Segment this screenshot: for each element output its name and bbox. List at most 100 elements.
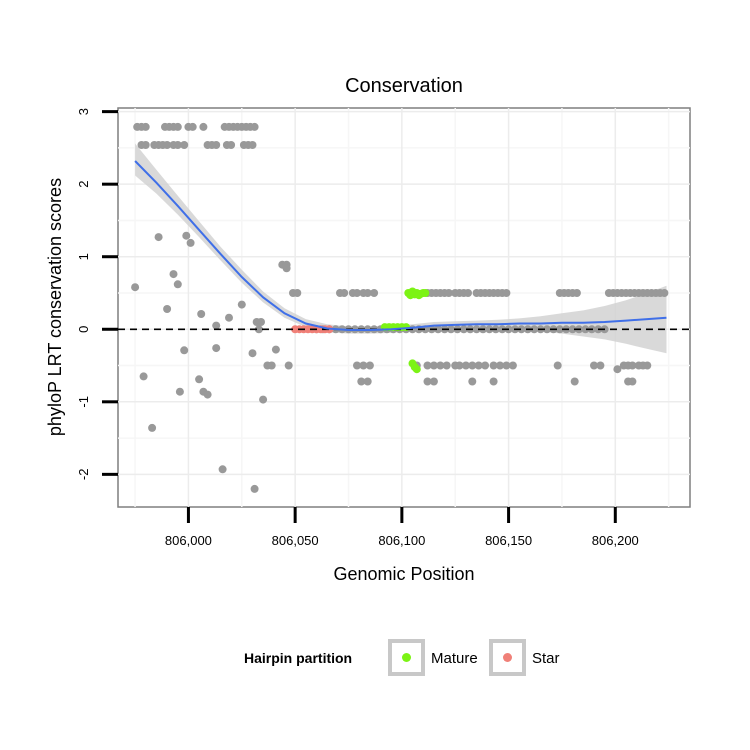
y-axis: -2 -1 0 1 2 3 [76,108,118,480]
point-other [423,377,432,386]
point-other [530,325,539,334]
point-other [195,375,204,384]
point-other [173,122,182,131]
point-other [163,141,172,149]
point-other [572,289,581,297]
point-other [553,361,562,370]
point-other [468,361,477,370]
legend-swatch-mature [402,653,411,662]
point-other [660,289,669,297]
legend-title: Hairpin partition [244,650,352,666]
point-other [543,325,551,334]
point-other [250,484,259,493]
point-other [568,325,577,334]
point-other [212,141,221,149]
point-other [502,289,511,297]
y-tick-label: 0 [76,326,91,333]
point-other [175,387,184,396]
point-other [180,141,189,149]
point-other [199,122,208,131]
point-other [429,377,438,386]
x-tick-label: 806,050 [272,533,319,548]
point-other [182,231,191,240]
point-other [186,238,195,247]
point-other [434,325,443,334]
chart-title: Conservation [345,75,463,97]
point-other [461,361,470,370]
point-other [455,361,464,370]
point-other [148,423,157,432]
point-other [173,141,182,149]
point-other [444,289,453,297]
point-other [340,289,349,297]
point-other [169,270,178,279]
y-axis-label: phyloP LRT conservation scores [45,178,65,436]
point-other [442,361,451,370]
point-other [596,361,605,370]
point-other [293,289,302,297]
point-other [163,305,172,313]
point-other [363,377,372,386]
data-points [131,122,669,493]
plot-panel [117,107,691,508]
point-other [250,122,259,131]
x-tick-label: 806,100 [378,533,425,548]
point-other [357,377,366,386]
point-other [267,361,276,370]
point-other [284,361,293,370]
point-other [197,310,206,318]
point-other [248,349,257,358]
point-other [259,395,268,404]
legend-label-star: Star [532,650,560,667]
point-other [370,289,379,297]
legend: Hairpin partition Mature Star [244,639,560,676]
point-other [643,361,652,370]
point-other [468,377,477,386]
point-other [353,289,361,297]
point-other [227,141,236,149]
legend-label-mature: Mature [431,650,478,667]
legend-swatch-star [503,653,512,662]
point-other [464,289,472,297]
point-other [555,325,564,334]
point-other [212,321,221,330]
point-other [139,372,148,381]
point-other [436,361,445,370]
point-other [496,361,504,370]
y-tick-label: 3 [76,108,91,115]
point-other [353,361,361,370]
point-other [517,325,526,334]
loess-fit-line [134,160,667,331]
point-other [423,361,432,370]
point-other [613,365,622,374]
point-other [628,361,637,370]
point-mature [412,365,421,374]
point-other [489,361,498,370]
point-other [474,361,483,370]
point-other [212,344,221,353]
point-other [218,465,227,474]
smooth-fit [134,160,667,331]
y-tick-label: -2 [76,469,91,481]
y-tick-label: 2 [76,181,91,188]
point-other [225,313,233,322]
point-other [271,345,280,354]
point-mature [421,289,430,297]
x-tick-label: 806,150 [485,533,532,548]
point-other [131,283,140,292]
x-axis-label: Genomic Position [333,564,474,584]
y-tick-label: 1 [76,253,91,260]
x-axis: 806,000 806,050 806,100 806,150 806,200 [165,507,639,548]
point-other [188,122,197,131]
point-other [248,141,257,149]
point-other [485,325,494,334]
point-other [237,300,246,309]
point-other [203,390,212,399]
point-other [359,361,368,370]
point-other [628,377,637,386]
point-other [363,289,372,297]
point-other [481,361,490,370]
point-other [282,264,291,273]
point-other [254,325,263,334]
